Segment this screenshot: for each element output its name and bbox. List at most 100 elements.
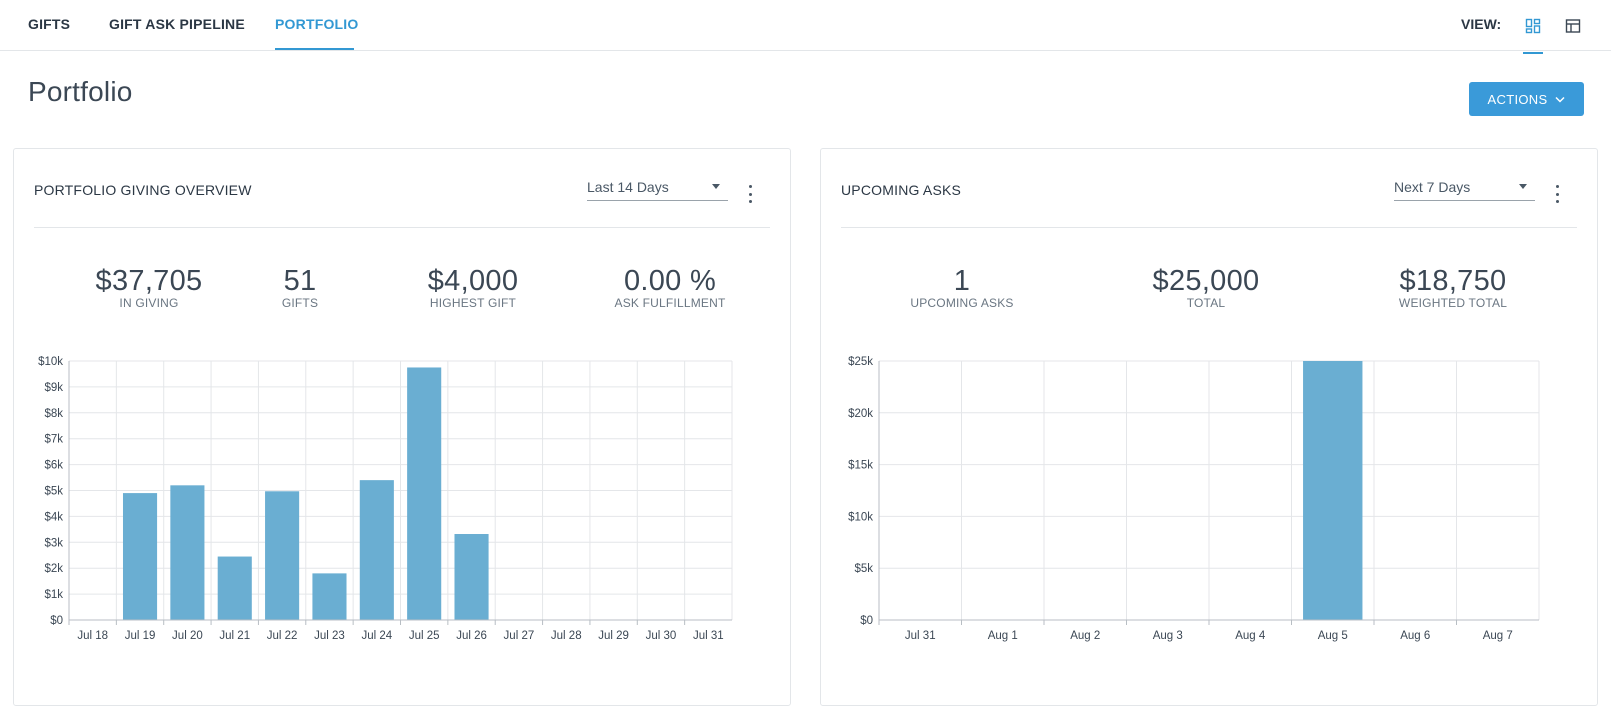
upcoming-asks-card: UPCOMING ASKS Next 7 Days 1 UPCOMING ASK…: [820, 148, 1598, 706]
stat-label: ASK FULFILLMENT: [614, 296, 726, 310]
x-tick-label: Aug 5: [1318, 630, 1348, 642]
y-tick-label: $1k: [44, 589, 63, 601]
x-tick-label: Aug 7: [1483, 630, 1513, 642]
stat-label: TOTAL: [1186, 296, 1226, 310]
active-tab-indicator: [275, 48, 354, 50]
bar-jul-26: [454, 534, 489, 620]
bar-jul-25: [407, 367, 442, 620]
x-tick-label: Jul 31: [905, 630, 936, 642]
active-view-indicator: [1523, 52, 1543, 54]
x-tick-label: Jul 31: [693, 630, 724, 642]
x-tick-label: Jul 25: [409, 630, 440, 642]
stat-value: 1: [953, 265, 971, 297]
y-tick-label: $25k: [848, 356, 873, 368]
x-tick-label: Jul 21: [219, 630, 250, 642]
asks-range-select[interactable]: Next 7 Days: [1394, 177, 1535, 201]
page-title: Portfolio: [28, 76, 133, 107]
stat-value: 51: [283, 265, 317, 297]
y-tick-label: $7k: [44, 434, 63, 446]
stat-value: $25,000: [1152, 265, 1260, 297]
giving-card-title: PORTFOLIO GIVING OVERVIEW: [34, 182, 252, 198]
giving-range-select[interactable]: Last 14 Days: [587, 177, 728, 201]
x-tick-label: Aug 6: [1400, 630, 1430, 642]
dashboard-view-button[interactable]: [1521, 14, 1545, 38]
stat-ask-fulfillment: 0.00 % ASK FULFILLMENT: [600, 265, 740, 310]
table-icon: [1565, 19, 1581, 33]
asks-card-menu-icon[interactable]: [1551, 185, 1563, 203]
chevron-down-icon: [1555, 96, 1565, 103]
x-tick-label: Jul 28: [551, 630, 582, 642]
x-tick-label: Aug 4: [1235, 630, 1266, 642]
x-tick-label: Jul 18: [77, 630, 108, 642]
giving-range-value: Last 14 Days: [587, 179, 669, 195]
y-tick-label: $15k: [848, 460, 873, 472]
asks-bar-chart: $0 $5k $10k $15k $20k $25k Jul 31 Aug 1 Aug 2 Aug…: [848, 356, 1540, 642]
y-tick-label: $10k: [848, 511, 873, 523]
y-tick-label: $3k: [44, 537, 63, 549]
x-tick-label: Aug 3: [1153, 630, 1183, 642]
stat-in-giving: $37,705 IN GIVING: [79, 265, 219, 310]
actions-button-label: ACTIONS: [1487, 91, 1548, 107]
x-tick-label: Jul 30: [646, 630, 677, 642]
x-tick-label: Jul 23: [314, 630, 345, 642]
stat-value: $4,000: [427, 265, 519, 297]
stat-value: $37,705: [95, 265, 203, 297]
stat-label: IN GIVING: [119, 296, 179, 310]
bar-aug-5: [1303, 361, 1363, 620]
portfolio-giving-card: PORTFOLIO GIVING OVERVIEW Last 14 Days $…: [13, 148, 791, 706]
asks-card-title: UPCOMING ASKS: [841, 182, 962, 198]
stat-upcoming-asks: 1 UPCOMING ASKS: [892, 265, 1032, 310]
stat-label: UPCOMING ASKS: [910, 296, 1014, 310]
bar-jul-21: [217, 556, 252, 620]
table-view-button[interactable]: [1561, 14, 1585, 38]
actions-button[interactable]: ACTIONS: [1469, 82, 1584, 116]
dashboard-icon: [1525, 18, 1541, 34]
x-tick-label: Jul 22: [267, 630, 298, 642]
y-tick-label: $20k: [848, 408, 873, 420]
bar-jul-24: [359, 480, 394, 620]
x-tick-label: Aug 1: [988, 630, 1018, 642]
bar-jul-23: [312, 573, 347, 620]
asks-range-value: Next 7 Days: [1394, 179, 1471, 195]
bar-jul-19: [122, 493, 158, 620]
y-tick-label: $10k: [38, 356, 63, 368]
stat-label: GIFTS: [281, 296, 319, 310]
y-tick-label: $8k: [44, 408, 63, 420]
bar-jul-22: [265, 491, 300, 620]
stat-value: 0.00 %: [623, 265, 717, 297]
card-divider: [34, 227, 770, 228]
tab-gifts[interactable]: GIFTS: [28, 16, 71, 32]
y-tick-label: $5k: [854, 563, 873, 575]
tab-portfolio[interactable]: PORTFOLIO: [275, 16, 359, 32]
view-label: VIEW:: [1461, 16, 1502, 32]
x-tick-label: Jul 19: [125, 630, 156, 642]
x-tick-label: Jul 26: [456, 630, 487, 642]
x-tick-label: Jul 27: [504, 630, 535, 642]
x-tick-label: Jul 24: [361, 630, 392, 642]
x-tick-label: Jul 20: [172, 630, 203, 642]
tab-gift-ask-pipeline[interactable]: GIFT ASK PIPELINE: [109, 16, 245, 32]
y-tick-label: $9k: [44, 382, 63, 394]
x-tick-label: Jul 29: [598, 630, 629, 642]
bar-jul-20: [170, 485, 205, 620]
stat-weighted-total: $18,750 WEIGHTED TOTAL: [1383, 265, 1523, 310]
caret-down-icon: [712, 184, 720, 189]
stat-total: $25,000 TOTAL: [1136, 265, 1276, 310]
giving-card-menu-icon[interactable]: [744, 185, 756, 203]
y-tick-label: $0: [50, 615, 63, 627]
stat-gifts: 51 GIFTS: [250, 265, 350, 310]
giving-bar-chart: $0 $1k $2k $3k $4k $5k $6k $7k $8k $9k $10k Jul 18 J…: [38, 356, 733, 642]
caret-down-icon: [1519, 184, 1527, 189]
x-tick-label: Aug 2: [1070, 630, 1100, 642]
stat-label: HIGHEST GIFT: [429, 296, 517, 310]
y-tick-label: $5k: [44, 486, 63, 498]
stat-highest-gift: $4,000 HIGHEST GIFT: [403, 265, 543, 310]
top-nav: GIFTS GIFT ASK PIPELINE PORTFOLIO VIEW:: [0, 0, 1611, 54]
card-divider: [841, 227, 1577, 228]
y-tick-label: $2k: [44, 563, 63, 575]
y-tick-label: $4k: [44, 511, 63, 523]
stat-label: WEIGHTED TOTAL: [1398, 296, 1508, 310]
y-tick-label: $6k: [44, 460, 63, 472]
y-tick-label: $0: [860, 615, 873, 627]
stat-value: $18,750: [1399, 265, 1507, 297]
